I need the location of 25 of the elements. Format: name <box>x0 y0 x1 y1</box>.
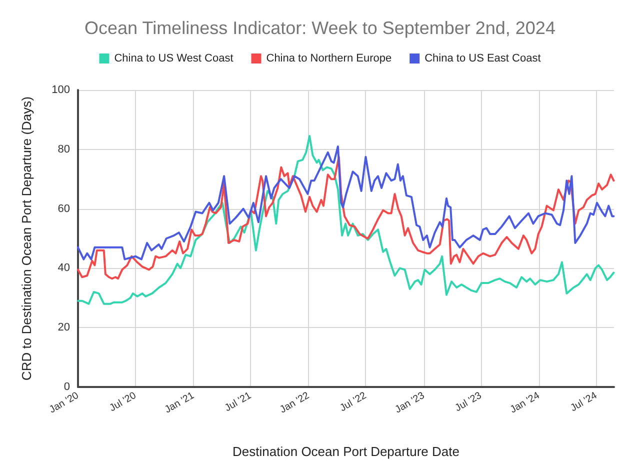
chart-title: Ocean Timeliness Indicator: Week to September 2nd, 2024 <box>84 18 556 38</box>
y-tick-label: 40 <box>58 262 70 274</box>
legend-label: China to US West Coast <box>114 52 234 64</box>
line-series <box>77 156 615 280</box>
x-axis-title: Destination Ocean Port Departure Date <box>232 444 460 459</box>
x-tick-label: Jul '23 <box>453 390 484 414</box>
y-tick-label: 100 <box>52 84 70 96</box>
y-tick-label: 60 <box>58 202 70 215</box>
x-tick-label: Jul '24 <box>568 390 600 414</box>
x-tick-label: Jan '22 <box>278 390 312 416</box>
x-tick-label: Jan '24 <box>508 390 542 416</box>
x-tick-label: Jan '23 <box>393 390 427 416</box>
y-axis-title: CRD to Destination Ocean Port Departure (Days) <box>19 96 34 380</box>
legend-label: China to US East Coast <box>424 52 541 64</box>
line-series <box>77 135 615 305</box>
x-tick-label: Jul '21 <box>223 390 254 414</box>
x-tick-label: Jan '20 <box>48 390 82 416</box>
y-tick-label: 20 <box>58 322 70 334</box>
y-tick-label: 80 <box>58 143 70 156</box>
y-tick-label: 0 <box>64 381 70 393</box>
x-tick-label: Jul '22 <box>338 390 369 414</box>
x-tick-label: Jan '21 <box>163 390 197 416</box>
x-tick-label: Jul '20 <box>108 390 139 414</box>
line-series <box>77 145 615 260</box>
legend-label: China to Northern Europe <box>266 52 392 64</box>
